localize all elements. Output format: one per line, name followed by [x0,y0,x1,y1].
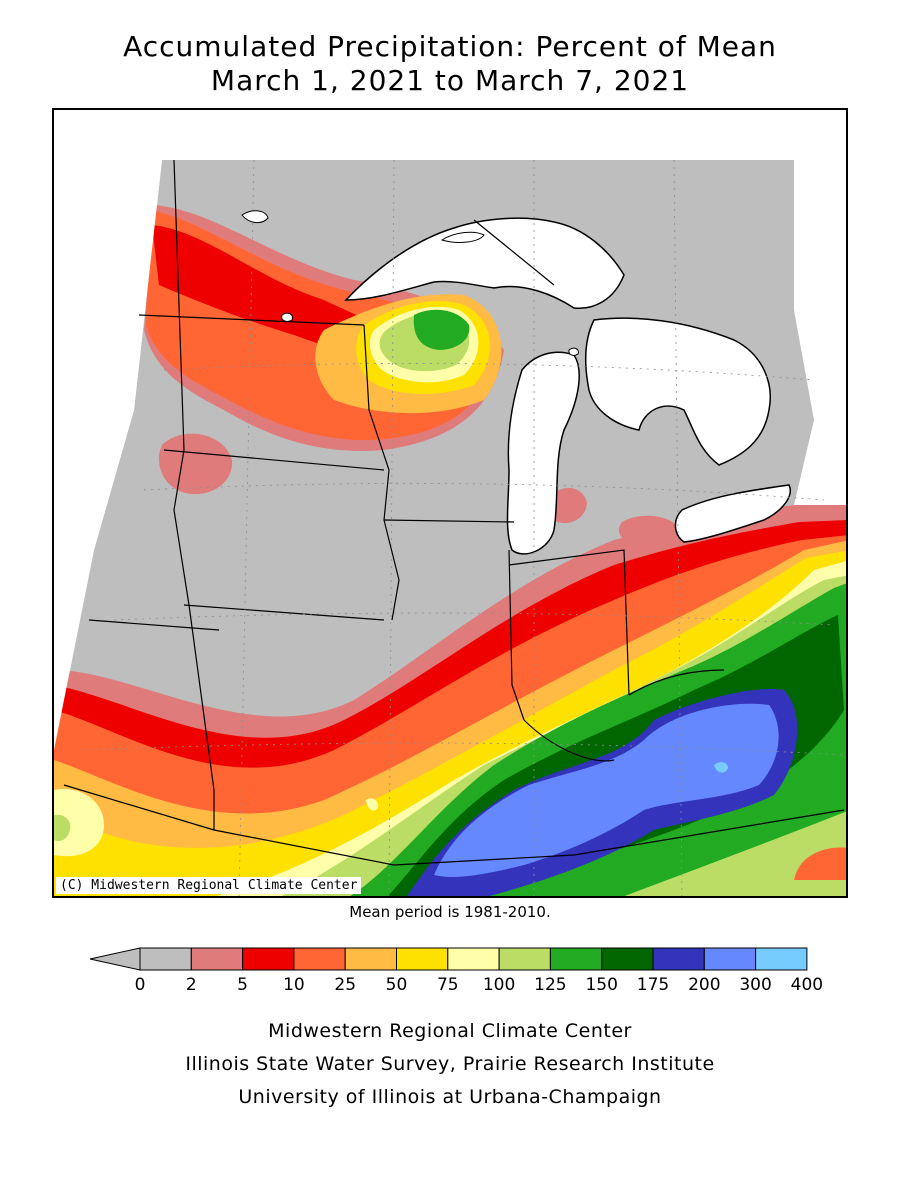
legend-tick-label: 10 [283,975,305,995]
region-pink-nd [158,433,233,495]
legend-tick-label: 300 [739,975,771,995]
color-legend: 0 2 5 10 25 50 75 100 125 150 175 200 300 400 [89,947,823,995]
graticule [83,159,845,896]
island-small-2 [568,347,579,356]
region-yellow-sw [54,789,104,857]
legend-tick-label: 50 [386,975,408,995]
lake-of-the-woods [241,210,269,223]
region-red-north [152,225,404,352]
legend-swatch [447,947,500,971]
island-small-1 [281,312,293,322]
legend-swatch [703,947,757,971]
legend-tick-label: 200 [688,975,720,995]
region-lightblue-spot [714,762,728,773]
legend-tick-label: 175 [637,975,669,995]
region-blue-south [434,703,779,877]
credit-line-1: Midwestern Regional Climate Center [268,1020,632,1042]
region-paleyellow-spot [366,798,379,811]
legend-tick-label: 100 [483,975,515,995]
lake-superior [344,217,625,309]
state-boundaries [63,159,845,866]
legend-tick-label: 0 [135,975,146,995]
legend-swatch [549,947,603,971]
legend-swatch [293,947,346,971]
legend-tick-label: 150 [585,975,617,995]
region-pink-oh [618,515,679,545]
lake-huron [584,317,771,466]
legend-arrow [89,947,141,971]
map-title-line2: March 1, 2021 to March 7, 2021 [210,64,690,97]
legend-tick-label: 125 [534,975,566,995]
credit-line-3: University of Illinois at Urbana-Champai… [238,1086,662,1108]
legend-swatch [396,947,449,971]
credit-line-2: Illinois State Water Survey, Prairie Res… [185,1053,715,1075]
region-green-north [413,309,470,350]
isle-royale [440,231,485,243]
outside-domain-top [162,110,794,160]
legend-tick-label: 400 [791,975,823,995]
legend-tick-label: 25 [334,975,356,995]
copyright-label: (C) Midwestern Regional Climate Center [56,877,362,894]
legend-tick-label: 5 [237,975,248,995]
legend-swatch [601,947,654,971]
legend-swatch [190,947,244,971]
mean-period-note: Mean period is 1981-2010. [349,903,551,921]
map-title-line1: Accumulated Precipitation: Percent of Me… [123,30,777,63]
region-orange-se [794,847,846,880]
legend-swatch [139,947,192,971]
lake-michigan [506,351,580,555]
legend-swatch [344,947,398,971]
region-lightgreen-sw [54,814,71,842]
legend-tick-label: 75 [437,975,459,995]
legend-tick-label: 2 [186,975,197,995]
lake-erie [674,484,791,543]
region-pink-lower-mi [547,487,587,524]
outside-domain-right [794,110,846,505]
legend-swatch [498,947,551,971]
legend-swatch [755,947,808,971]
legend-swatch [652,947,705,971]
outside-domain-left [54,110,162,750]
legend-swatch [242,947,295,971]
precipitation-map: (C) Midwestern Regional Climate Center [52,108,848,898]
